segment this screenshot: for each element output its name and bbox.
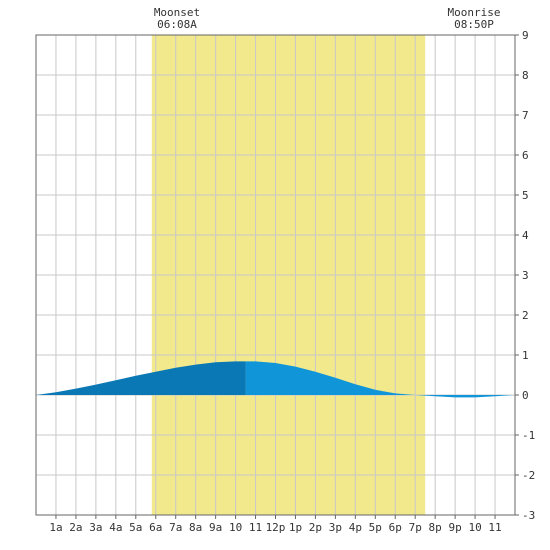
y-tick-label: 9: [522, 29, 529, 42]
annotation-label: Moonrise: [448, 6, 501, 19]
x-tick-label: 9p: [449, 521, 462, 534]
x-tick-label: 3a: [89, 521, 102, 534]
x-tick-label: 11: [488, 521, 501, 534]
tide-area-after: [245, 361, 515, 398]
x-tick-label: 8a: [189, 521, 202, 534]
annotation-label: Moonset: [154, 6, 200, 19]
y-tick-label: 2: [522, 309, 529, 322]
y-tick-label: -1: [522, 429, 535, 442]
tide-area-before: [36, 361, 246, 395]
x-tick-label: 4p: [349, 521, 362, 534]
x-tick-label: 5a: [129, 521, 142, 534]
x-tick-label: 10: [468, 521, 481, 534]
x-tick-label: 7a: [169, 521, 182, 534]
y-tick-label: 0: [522, 389, 529, 402]
y-tick-label: 8: [522, 69, 529, 82]
x-tick-label: 4a: [109, 521, 122, 534]
x-tick-label: 6p: [389, 521, 402, 534]
x-tick-label: 2a: [69, 521, 82, 534]
x-tick-label: 6a: [149, 521, 162, 534]
y-tick-label: 1: [522, 349, 529, 362]
y-tick-label: -3: [522, 509, 535, 522]
annotation-time: 06:08A: [157, 18, 197, 31]
x-tick-label: 1a: [49, 521, 62, 534]
x-tick-label: 10: [229, 521, 242, 534]
x-tick-label: 2p: [309, 521, 322, 534]
y-tick-label: -2: [522, 469, 535, 482]
x-tick-label: 11: [249, 521, 262, 534]
x-tick-label: 3p: [329, 521, 342, 534]
x-tick-label: 9a: [209, 521, 222, 534]
y-tick-label: 4: [522, 229, 529, 242]
y-tick-label: 5: [522, 189, 529, 202]
x-tick-label: 7p: [409, 521, 422, 534]
x-tick-label: 5p: [369, 521, 382, 534]
y-tick-label: 6: [522, 149, 529, 162]
x-tick-label: 8p: [429, 521, 442, 534]
y-tick-label: 7: [522, 109, 529, 122]
annotation-time: 08:50P: [454, 18, 494, 31]
y-tick-label: 3: [522, 269, 529, 282]
x-tick-label: 1p: [289, 521, 302, 534]
x-tick-label: 12p: [266, 521, 286, 534]
